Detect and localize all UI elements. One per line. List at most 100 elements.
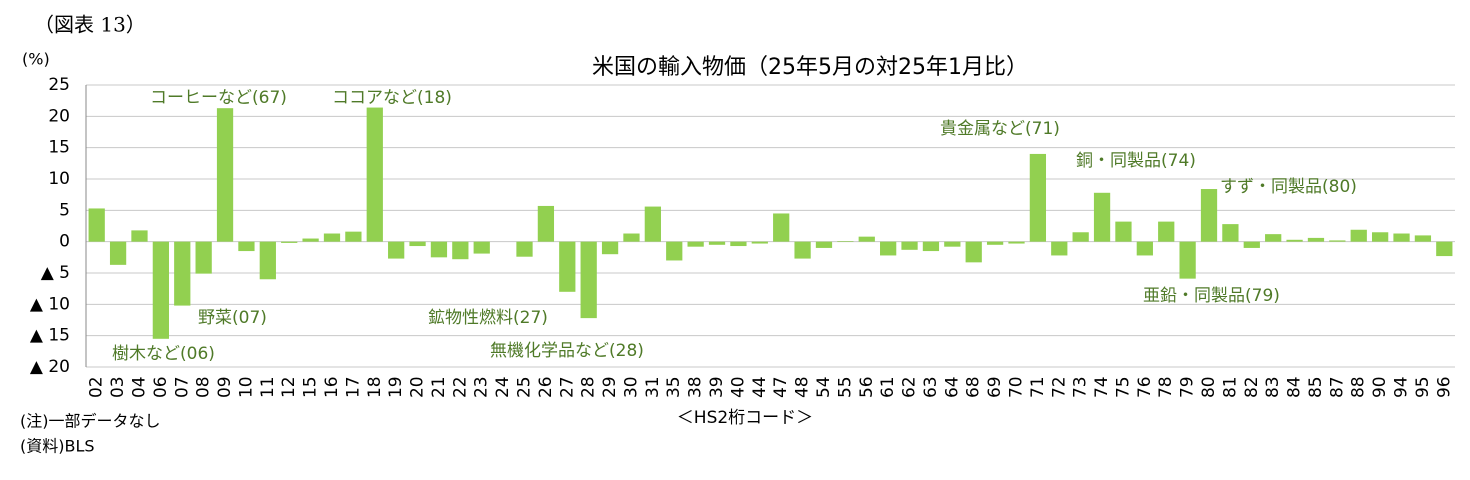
x-tick-label: 23: [472, 376, 492, 398]
bar: [751, 241, 768, 244]
x-tick-label: 11: [258, 376, 278, 398]
annotation: すず・同製品(80): [1220, 177, 1357, 197]
bar: [1222, 224, 1239, 242]
bar: [944, 241, 961, 247]
bar: [238, 241, 255, 252]
x-tick-label: 28: [579, 376, 599, 398]
bar: [1329, 240, 1346, 242]
bar: [366, 107, 383, 242]
bar: [1436, 241, 1453, 257]
x-tick-label: 08: [194, 376, 214, 398]
bar: [623, 233, 640, 242]
bar: [1414, 235, 1432, 242]
bar: [837, 241, 854, 242]
bar: [880, 241, 897, 256]
bar: [1115, 221, 1132, 242]
bar: [1029, 153, 1047, 242]
bar: [1136, 241, 1153, 256]
x-tick-label: 44: [750, 376, 770, 398]
bar: [1393, 233, 1410, 242]
bar: [473, 241, 490, 254]
x-axis-label: ＜HS2桁コード＞: [677, 408, 813, 428]
y-tick-label: 15: [48, 138, 70, 158]
bar: [644, 206, 661, 242]
x-tick-label: 25: [515, 376, 535, 398]
bar: [730, 241, 747, 247]
figure-label: （図表 13）: [34, 13, 146, 37]
x-tick-label: 72: [1049, 376, 1069, 398]
annotation: コーヒーなど(67): [150, 88, 287, 108]
bar: [1179, 241, 1196, 279]
x-tick-label: 96: [1434, 376, 1454, 398]
y-tick-label: ▲ 10: [30, 294, 70, 314]
y-tick-label: 25: [48, 75, 70, 95]
x-tick-label: 21: [429, 376, 449, 398]
bar: [216, 108, 234, 242]
x-tick-label: 70: [1006, 376, 1026, 398]
bar: [559, 241, 576, 292]
bar: [666, 241, 683, 261]
x-tick-label: 81: [1220, 376, 1240, 398]
x-tick-label: 20: [408, 376, 428, 398]
x-tick-label: 24: [493, 376, 513, 398]
x-tick-label: 62: [900, 376, 920, 398]
chart-title: 米国の輸入物価（25年5月の対25年1月比）: [592, 55, 1028, 80]
x-tick-label: 04: [129, 376, 149, 398]
bar: [345, 231, 362, 242]
y-tick-label: ▲ 5: [41, 263, 70, 283]
x-tick-label: 71: [1028, 376, 1048, 398]
bar: [131, 230, 148, 242]
x-tick-label: 12: [279, 376, 299, 398]
note: (注)一部データなし: [20, 412, 161, 431]
x-tick-label: 64: [942, 376, 962, 398]
x-tick-label: 40: [728, 376, 748, 398]
y-tick-label: 0: [59, 232, 70, 252]
bar: [580, 241, 597, 319]
bar: [88, 208, 105, 242]
bar: [281, 241, 298, 243]
bar: [1307, 237, 1325, 242]
x-tick-label: 17: [343, 376, 363, 398]
x-tick-label: 63: [921, 376, 941, 398]
x-tick-label: 09: [215, 376, 235, 398]
bar: [773, 213, 790, 242]
bar: [1093, 192, 1111, 242]
x-tick-label: 55: [835, 376, 855, 398]
bar: [174, 241, 191, 306]
bar: [901, 241, 918, 250]
y-tick-label: 10: [48, 169, 70, 189]
bar: [537, 205, 555, 242]
bar: [323, 233, 341, 242]
bar: [195, 241, 212, 274]
bar: [986, 241, 1004, 245]
bar: [109, 241, 127, 265]
x-tick-label: 54: [814, 376, 834, 398]
bar: [1243, 241, 1260, 248]
bar: [601, 241, 619, 255]
y-tick-label: ▲ 20: [30, 357, 70, 377]
bar: [794, 241, 811, 259]
x-tick-label: 06: [151, 376, 171, 398]
bar: [388, 241, 405, 259]
x-tick-label: 48: [793, 376, 813, 398]
bar: [152, 241, 169, 339]
bar: [965, 241, 982, 263]
bar: [1158, 221, 1175, 242]
annotation: 貴金属など(71): [940, 119, 1060, 139]
x-tick-label: 68: [964, 376, 984, 398]
y-unit: (%): [22, 50, 50, 69]
x-tick-label: 27: [557, 376, 577, 398]
bar: [858, 236, 875, 242]
x-tick-label: 75: [1113, 376, 1133, 398]
x-tick-label: 69: [985, 376, 1005, 398]
x-tick-label: 94: [1392, 376, 1412, 398]
x-tick-label: 88: [1349, 376, 1369, 398]
y-tick-label: 20: [48, 106, 70, 126]
x-tick-label: 02: [87, 376, 107, 398]
x-tick-label: 80: [1199, 376, 1219, 398]
annotation: 野菜(07): [198, 308, 267, 328]
x-tick-label: 76: [1135, 376, 1155, 398]
x-tick-label: 78: [1156, 376, 1176, 398]
x-tick-label: 90: [1370, 376, 1390, 398]
